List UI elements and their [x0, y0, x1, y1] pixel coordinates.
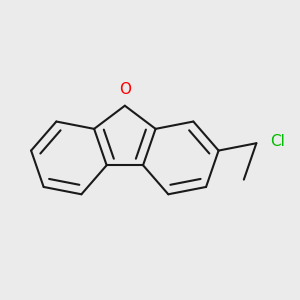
Text: Cl: Cl	[270, 134, 285, 149]
Text: O: O	[119, 82, 131, 97]
